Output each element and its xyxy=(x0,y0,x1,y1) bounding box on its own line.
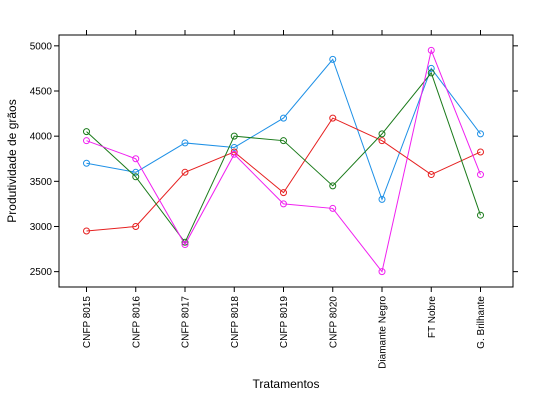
data-point xyxy=(280,137,287,145)
x-tick-label: CNFP 8015 xyxy=(82,296,93,349)
data-point xyxy=(329,114,337,122)
data-point xyxy=(280,200,287,208)
data-point xyxy=(477,211,484,219)
data-point xyxy=(378,195,386,203)
plot-frame xyxy=(58,34,514,288)
data-point xyxy=(132,155,140,163)
data-point xyxy=(132,173,140,181)
x-tick-label: CNFP 8016 xyxy=(131,296,142,349)
y-tick-label: 5000 xyxy=(30,41,53,52)
data-point xyxy=(132,222,140,230)
series-line xyxy=(86,117,481,232)
series-line xyxy=(86,58,481,201)
data-point xyxy=(378,268,386,276)
data-point xyxy=(427,64,435,72)
y-tick-label: 3000 xyxy=(30,222,53,233)
data-point xyxy=(83,137,90,145)
data-point xyxy=(378,130,386,138)
x-axis-title: Tratamentos xyxy=(253,377,320,391)
y-axis: 2500 3000 3500 4000 4500 5000 xyxy=(30,41,518,278)
y-tick-label: 2500 xyxy=(30,267,53,278)
x-tick-label: CNFP 8017 xyxy=(181,296,192,349)
x-tick-label: CNFP 8019 xyxy=(279,296,290,349)
series-layer xyxy=(83,46,484,276)
data-point xyxy=(83,128,90,136)
y-tick-label: 4000 xyxy=(30,132,53,143)
data-point xyxy=(230,150,238,158)
series-1 xyxy=(83,55,484,203)
series-4 xyxy=(83,46,484,276)
data-point xyxy=(427,171,435,179)
data-point xyxy=(280,114,287,122)
data-point xyxy=(329,204,337,212)
x-tick-label: G. Brilhante xyxy=(476,296,487,349)
data-point xyxy=(83,159,90,167)
series-3 xyxy=(83,69,484,246)
y-tick-label: 4500 xyxy=(30,87,53,98)
x-axis: CNFP 8015 CNFP 8016 CNFP 8017 CNFP 8018 CNFP… xyxy=(82,30,487,369)
data-point xyxy=(329,55,337,63)
data-point xyxy=(378,137,386,145)
x-tick-label: CNFP 8020 xyxy=(328,296,339,349)
data-point xyxy=(427,46,435,54)
x-tick-label: FT Nobre xyxy=(427,296,438,338)
data-point xyxy=(477,148,484,156)
data-point xyxy=(181,139,189,147)
x-tick-label: Diamante Negro xyxy=(378,296,389,369)
data-point xyxy=(230,143,238,151)
data-point xyxy=(329,182,337,190)
data-point xyxy=(230,132,238,140)
data-point xyxy=(83,227,90,235)
data-point xyxy=(181,241,189,249)
series-line xyxy=(86,71,481,244)
y-axis-title: Produtividade de grãos xyxy=(5,99,19,222)
data-point xyxy=(477,130,484,138)
y-tick-label: 3500 xyxy=(30,177,53,188)
series-2 xyxy=(83,114,484,235)
data-point xyxy=(427,69,435,77)
x-tick-label: CNFP 8018 xyxy=(230,296,241,349)
series-line xyxy=(86,48,481,273)
data-point xyxy=(280,189,287,197)
data-point xyxy=(132,168,140,176)
data-point xyxy=(477,171,484,179)
data-point xyxy=(181,168,189,176)
